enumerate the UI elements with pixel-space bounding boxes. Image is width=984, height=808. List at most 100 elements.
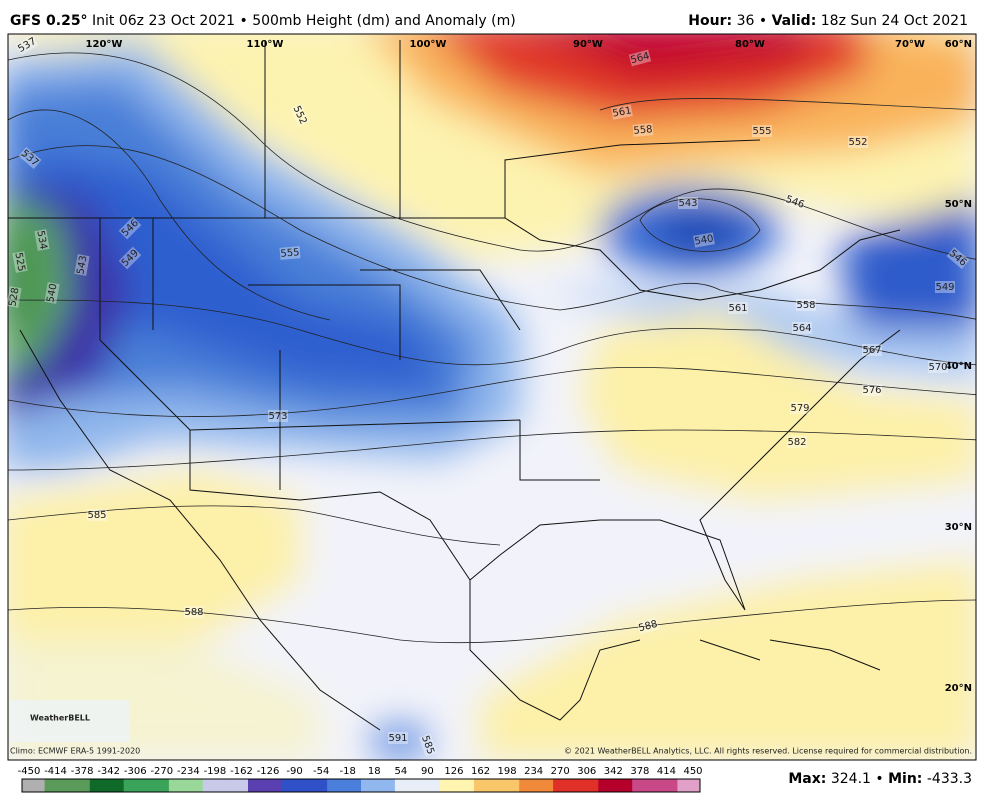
header-line: GFS 0.25° Init 06z 23 Oct 2021 • 500mb H… bbox=[10, 13, 516, 29]
colorbar-tick-label: -378 bbox=[71, 766, 94, 777]
copyright: © 2021 WeatherBELL Analytics, LLC. All r… bbox=[564, 747, 972, 756]
colorbar-tick-label: -90 bbox=[286, 766, 302, 777]
borders bbox=[8, 40, 901, 731]
contour-label: 540 bbox=[694, 233, 715, 247]
colorbar-segment bbox=[168, 779, 181, 792]
colorbar-tick-label: 198 bbox=[498, 766, 517, 777]
contour-label-bg bbox=[632, 123, 654, 137]
contour-label: 561 bbox=[728, 303, 747, 314]
colorbar-segment bbox=[135, 779, 147, 792]
contour-label: 591 bbox=[388, 733, 407, 744]
latitude-label: 20°N bbox=[945, 683, 972, 694]
colorbar-tick-label: 90 bbox=[421, 766, 434, 777]
colorbar-segment bbox=[89, 779, 102, 792]
contour-label: 552 bbox=[848, 137, 867, 148]
colorbar-tick-label: -450 bbox=[18, 766, 41, 777]
colorbar-segment bbox=[519, 779, 531, 792]
contour-label-bg bbox=[862, 384, 882, 396]
contour-label: 525 bbox=[12, 252, 26, 273]
colorbar-segment bbox=[67, 779, 79, 792]
contour-label-bg bbox=[752, 125, 772, 137]
colorbar-tick-label: -234 bbox=[177, 766, 200, 777]
colorbar-tick-label: 414 bbox=[657, 766, 676, 777]
contour-label: 570 bbox=[928, 362, 947, 373]
contour-label-bg bbox=[18, 146, 42, 170]
colorbar-segment bbox=[157, 779, 170, 792]
colorbar-segment bbox=[564, 779, 577, 792]
colorbar-segment bbox=[361, 779, 373, 792]
colorbar-segment bbox=[327, 779, 339, 792]
colorbar-tick-label: -162 bbox=[230, 766, 253, 777]
colorbar-segment bbox=[112, 779, 125, 792]
colorbar-segment bbox=[315, 779, 328, 792]
max-label: Max: bbox=[788, 771, 826, 787]
colorbar-segment bbox=[417, 779, 430, 792]
contour-label-bg bbox=[268, 410, 288, 422]
colorbar-segment bbox=[507, 779, 520, 792]
contour-label-bg bbox=[935, 281, 955, 293]
contour-label-bg bbox=[74, 254, 90, 276]
colorbar-segment bbox=[191, 779, 204, 792]
colorbar-segment bbox=[598, 779, 611, 792]
colorbar-tick-label: -18 bbox=[340, 766, 356, 777]
contour-label-bg bbox=[6, 286, 22, 308]
contour-label-bg bbox=[636, 617, 660, 635]
contour-label-bg bbox=[118, 246, 142, 270]
map-frame bbox=[7, 33, 977, 761]
min-label: Min: bbox=[888, 771, 922, 787]
contour-label: 573 bbox=[268, 411, 287, 422]
colorbar-segment bbox=[530, 779, 543, 792]
contour-label-bg bbox=[862, 344, 882, 356]
colorbar-segment bbox=[654, 779, 667, 792]
contour-label-bg bbox=[693, 232, 715, 248]
latitude-label: 40°N bbox=[945, 361, 972, 372]
valid-label: Valid: bbox=[772, 13, 817, 29]
colorbar-tick-label: -198 bbox=[204, 766, 227, 777]
colorbar-segment bbox=[180, 779, 192, 792]
height-contours bbox=[8, 52, 976, 644]
colorbar-tick-label: 270 bbox=[551, 766, 570, 777]
contour-label: 543 bbox=[75, 255, 89, 276]
contour-label: 540 bbox=[45, 283, 59, 304]
colorbar-segment bbox=[394, 779, 407, 792]
contour-label: 528 bbox=[7, 287, 21, 308]
colorbar-segment bbox=[123, 779, 136, 792]
contour-label: 576 bbox=[862, 385, 881, 396]
logo-box bbox=[10, 700, 130, 742]
contour-label: 558 bbox=[796, 300, 815, 311]
contour-label-bg bbox=[44, 282, 60, 304]
colorbar-tick-label: 54 bbox=[394, 766, 407, 777]
contour-label-bg bbox=[388, 732, 408, 744]
contour-label: 582 bbox=[787, 437, 806, 448]
init: Init 06z 23 Oct 2021 bbox=[92, 13, 235, 29]
colorbar-segment bbox=[338, 779, 351, 792]
colorbar-frame bbox=[21, 778, 701, 793]
contour-label-bg bbox=[792, 322, 812, 334]
contour-label-bg bbox=[728, 302, 748, 314]
colorbar-segment bbox=[474, 779, 486, 792]
logo: WeatherBELL bbox=[30, 714, 90, 723]
valid-line: Hour: 36 • Valid: 18z Sun 24 Oct 2021 bbox=[688, 13, 968, 29]
max-value: 324.1 bbox=[831, 771, 871, 787]
colorbar-segment bbox=[462, 779, 475, 792]
contour-label: 585 bbox=[87, 510, 106, 521]
colorbar-segment bbox=[451, 779, 464, 792]
contour-label-bg bbox=[628, 49, 652, 67]
contour-label-bg bbox=[611, 104, 633, 120]
colorbar-tick-label: 18 bbox=[368, 766, 381, 777]
contour-label: 564 bbox=[792, 323, 811, 334]
contour-label-bg bbox=[796, 299, 816, 311]
colorbar-tick-label: -54 bbox=[313, 766, 329, 777]
contour-label-bg bbox=[928, 361, 948, 373]
contour-label: 558 bbox=[633, 124, 653, 137]
contour-label: 555 bbox=[752, 126, 771, 137]
contour-label-bg bbox=[34, 229, 50, 251]
contour-label-bg bbox=[790, 402, 810, 414]
contour-label: 543 bbox=[678, 198, 697, 209]
colorbar-tick-label: -306 bbox=[124, 766, 147, 777]
contour-label-bg bbox=[787, 436, 807, 448]
longitude-label: 120°W bbox=[86, 39, 123, 50]
colorbar-tick-label: -342 bbox=[97, 766, 120, 777]
contour-label-bg bbox=[848, 136, 868, 148]
colorbar-segment bbox=[270, 779, 283, 792]
